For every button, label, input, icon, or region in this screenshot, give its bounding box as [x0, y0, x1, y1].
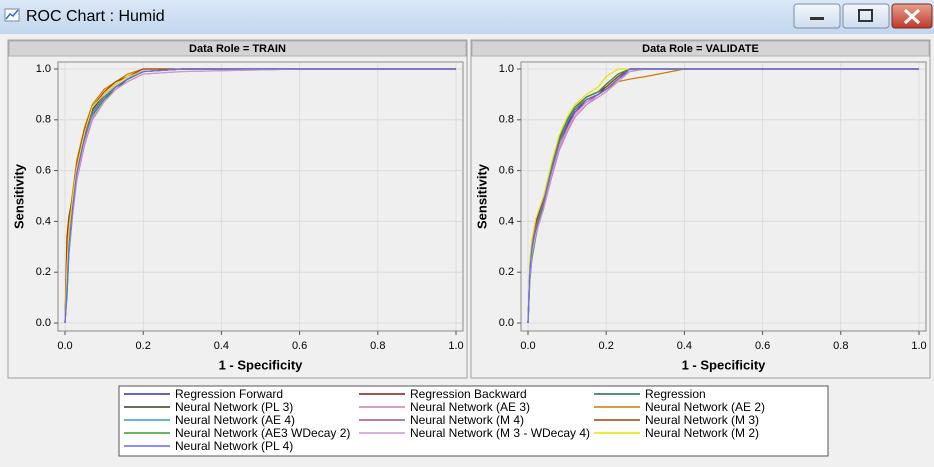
- y-tick-label: 1.0: [499, 63, 514, 75]
- y-tick-label: 0.2: [36, 266, 51, 278]
- x-tick-label: 1.0: [448, 340, 463, 352]
- legend-label: Neural Network (M 3 - WDecay 4): [410, 426, 590, 440]
- y-axis-label: Sensitivity: [11, 163, 26, 229]
- y-axis-label: Sensitivity: [474, 163, 489, 229]
- x-tick-label: 0.2: [136, 340, 151, 352]
- x-tick-label: 0.0: [57, 340, 72, 352]
- y-tick-label: 0.0: [36, 317, 51, 329]
- plot-area: [57, 61, 464, 332]
- legend-label: Neural Network (AE3 WDecay 2): [175, 426, 350, 440]
- window-icon: [4, 8, 20, 22]
- x-tick-label: 0.2: [599, 340, 614, 352]
- x-tick-label: 0.6: [755, 340, 770, 352]
- panel-title: Data Role = TRAIN: [189, 43, 286, 55]
- roc-curve: [527, 68, 919, 324]
- minimize-button[interactable]: [793, 3, 841, 29]
- y-tick-label: 0.6: [499, 165, 514, 177]
- legend-label: Neural Network (PL 4): [175, 439, 293, 453]
- y-tick-label: 0.6: [36, 165, 51, 177]
- x-tick-label: 0.8: [833, 340, 848, 352]
- legend-label: Regression: [645, 387, 706, 401]
- legend-label: Neural Network (AE 2): [645, 400, 765, 414]
- y-tick-label: 0.4: [499, 215, 514, 227]
- legend-label: Neural Network (M 4): [410, 413, 524, 427]
- x-tick-label: 0.8: [370, 340, 385, 352]
- title-bar: [0, 0, 934, 34]
- plot-area: [520, 61, 927, 332]
- legend-label: Regression Forward: [175, 387, 283, 401]
- x-axis-label: 1 - Specificity: [219, 357, 304, 372]
- legend-label: Neural Network (AE 4): [175, 413, 295, 427]
- maximize-button[interactable]: [842, 3, 890, 29]
- y-tick-label: 0.8: [499, 114, 514, 126]
- chart-panel: Data Role = VALIDATE 0.0 0.2 0.4 0.6 0.8 1.0 0.…: [470, 39, 931, 379]
- legend-label: Neural Network (AE 3): [410, 400, 530, 414]
- x-axis-label: 1 - Specificity: [682, 357, 767, 372]
- close-button[interactable]: [891, 3, 933, 29]
- y-tick-label: 0.2: [499, 266, 514, 278]
- window-title: ROC Chart : Humid: [26, 8, 165, 25]
- y-tick-label: 1.0: [36, 63, 51, 75]
- x-tick-label: 0.6: [292, 340, 307, 352]
- legend: Regression Forward Regression Backward Reg…: [118, 385, 829, 457]
- panel-header: [8, 40, 467, 57]
- x-tick-label: 1.0: [911, 340, 926, 352]
- y-tick-label: 0.0: [499, 317, 514, 329]
- panel-title: Data Role = VALIDATE: [642, 43, 759, 55]
- y-tick-label: 0.4: [36, 215, 51, 227]
- legend-label: Neural Network (PL 3): [175, 400, 293, 414]
- legend-label: Neural Network (M 3): [645, 413, 759, 427]
- legend-label: Neural Network (M 2): [645, 426, 759, 440]
- panel-header: [471, 40, 930, 57]
- roc-curve: [64, 68, 456, 324]
- y-tick-label: 0.8: [36, 114, 51, 126]
- x-tick-label: 0.0: [520, 340, 535, 352]
- legend-label: Regression Backward: [410, 387, 527, 401]
- chart-panel: Data Role = TRAIN 0.0 0.2 0.4 0.6 0.8 1.0 0.0 0.…: [7, 39, 468, 379]
- x-tick-label: 0.4: [214, 340, 229, 352]
- x-tick-label: 0.4: [677, 340, 692, 352]
